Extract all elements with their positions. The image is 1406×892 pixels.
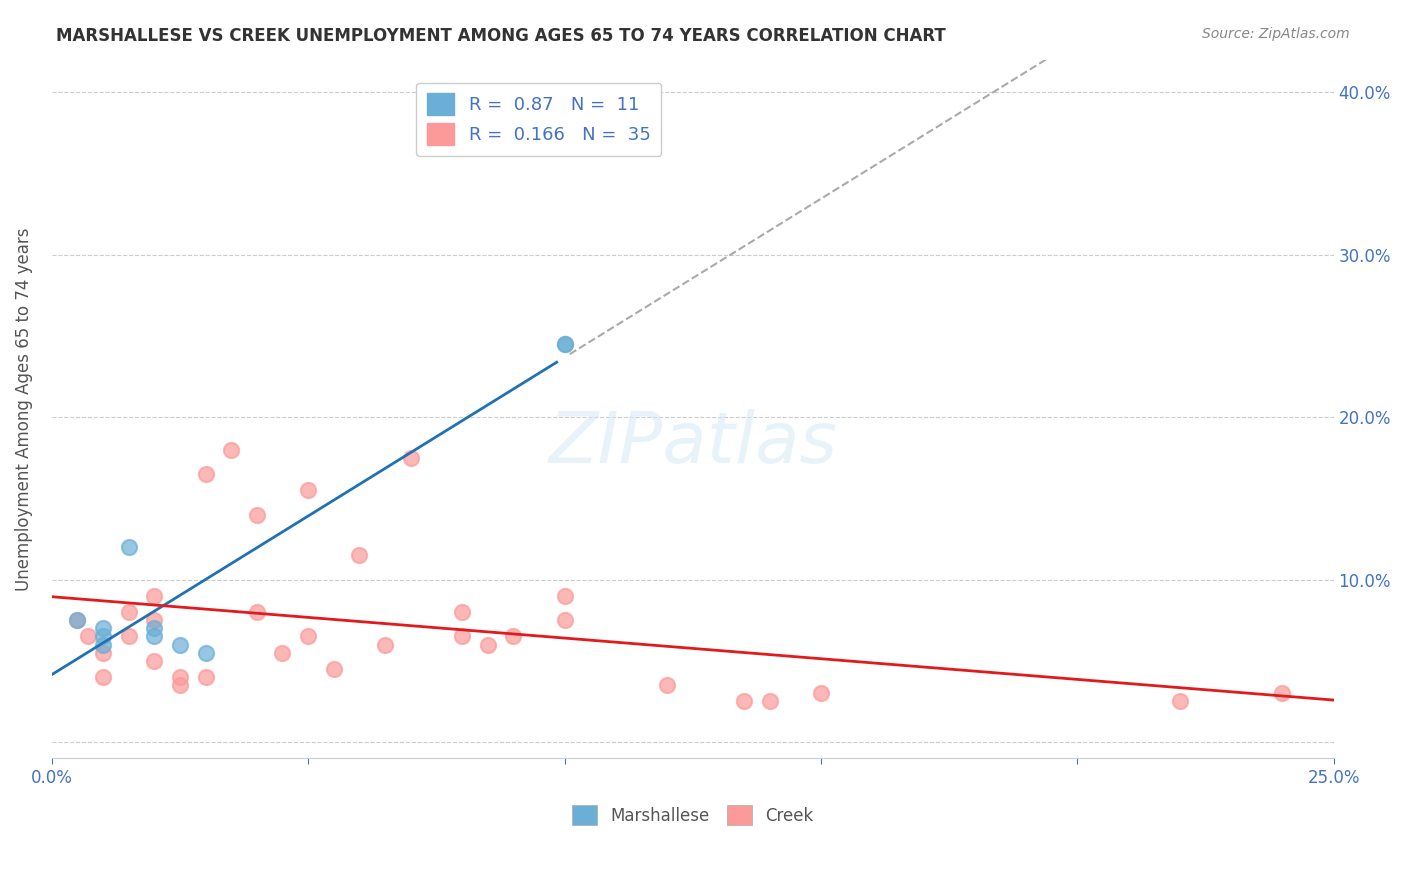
Point — [143, 630, 166, 644]
Point — [810, 686, 832, 700]
Point — [91, 638, 114, 652]
Point — [374, 638, 396, 652]
Point — [143, 621, 166, 635]
Text: ZIPatlas: ZIPatlas — [548, 409, 837, 478]
Point — [118, 605, 141, 619]
Point — [143, 654, 166, 668]
Point — [553, 337, 575, 351]
Point — [271, 646, 294, 660]
Point — [733, 694, 755, 708]
Point — [502, 630, 524, 644]
Point — [118, 540, 141, 554]
Point — [758, 694, 780, 708]
Point — [76, 630, 98, 644]
Point — [451, 630, 474, 644]
Point — [553, 589, 575, 603]
Point — [399, 450, 422, 465]
Point — [91, 670, 114, 684]
Point — [297, 630, 319, 644]
Point — [349, 548, 371, 562]
Point — [297, 483, 319, 498]
Text: MARSHALLESE VS CREEK UNEMPLOYMENT AMONG AGES 65 TO 74 YEARS CORRELATION CHART: MARSHALLESE VS CREEK UNEMPLOYMENT AMONG … — [56, 27, 946, 45]
Point — [1168, 694, 1191, 708]
Point — [118, 630, 141, 644]
Point — [246, 508, 269, 522]
Point — [91, 630, 114, 644]
Point — [143, 613, 166, 627]
Point — [194, 467, 217, 481]
Point — [1271, 686, 1294, 700]
Point — [194, 646, 217, 660]
Point — [553, 337, 575, 351]
Point — [477, 638, 499, 652]
Point — [246, 605, 269, 619]
Point — [66, 613, 89, 627]
Y-axis label: Unemployment Among Ages 65 to 74 years: Unemployment Among Ages 65 to 74 years — [15, 227, 32, 591]
Point — [91, 646, 114, 660]
Point — [219, 442, 242, 457]
Point — [169, 638, 191, 652]
Point — [169, 670, 191, 684]
Text: Source: ZipAtlas.com: Source: ZipAtlas.com — [1202, 27, 1350, 41]
Point — [143, 589, 166, 603]
Point — [66, 613, 89, 627]
Point — [194, 670, 217, 684]
Point — [169, 678, 191, 692]
Point — [322, 662, 344, 676]
Legend: Marshallese, Creek: Marshallese, Creek — [564, 797, 821, 834]
Point — [91, 621, 114, 635]
Point — [655, 678, 678, 692]
Point — [451, 605, 474, 619]
Point — [553, 613, 575, 627]
